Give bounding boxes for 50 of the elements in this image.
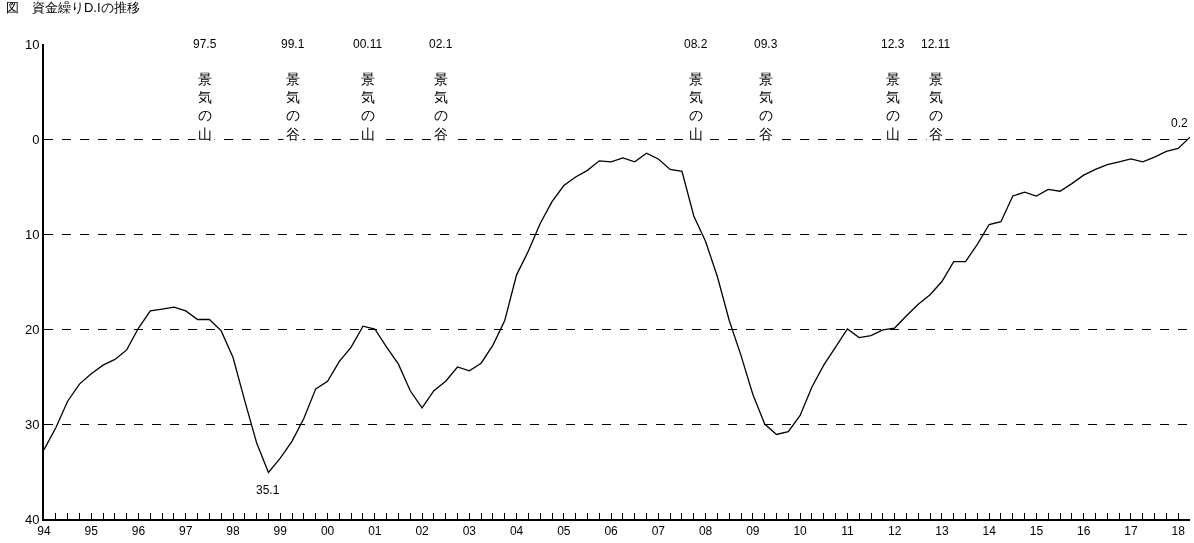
y-tick-label: 30	[24, 416, 40, 432]
annotation: 99.1	[281, 37, 305, 51]
annotation: 景気の谷	[434, 71, 448, 142]
x-tick-label: 03	[462, 524, 477, 539]
annotation: 35.1	[256, 483, 280, 497]
x-tick-label: 11	[841, 524, 854, 539]
x-tick-label: 13	[935, 524, 949, 539]
x-tick-label: 17	[1124, 524, 1138, 539]
x-tick-label: 14	[982, 524, 997, 539]
x-tick-label: 08	[698, 524, 713, 539]
x-tick-label: 09	[746, 524, 760, 539]
x-tick-label: 05	[557, 524, 571, 539]
y-tick-label: 40	[24, 511, 40, 527]
annotation: 09.3	[754, 37, 778, 51]
x-tick-label: 98	[226, 524, 241, 539]
annotation: 景気の山	[361, 71, 375, 142]
annotation: 景気の谷	[759, 71, 773, 142]
x-tick-label: 96	[131, 524, 146, 539]
annotation: 景気の山	[198, 71, 212, 142]
y-tick-label: 0	[32, 131, 40, 147]
annotation: 景気の山	[886, 71, 900, 142]
y-tick-label: 10	[24, 36, 40, 52]
x-tick-label: 04	[509, 524, 524, 539]
x-tick-label: 01	[368, 524, 382, 539]
annotation: 02.1	[429, 37, 453, 51]
annotation: 景気の谷	[929, 71, 943, 142]
x-tick-label: 94	[37, 524, 51, 539]
annotation: 00.11	[353, 37, 383, 51]
x-tick-label: 97	[179, 524, 193, 539]
annotation: 12.3	[881, 37, 905, 51]
annotation: 08.2	[684, 37, 708, 51]
x-tick-label: 07	[651, 524, 666, 539]
x-tick-label: 99	[273, 524, 288, 539]
y-tick-label: 20	[24, 321, 40, 337]
chart-title: 図 資金繰りD.Iの推移	[5, 0, 140, 15]
x-tick-label: 18	[1171, 524, 1186, 539]
x-tick-label: 15	[1029, 524, 1044, 539]
annotation: 景気の山	[689, 71, 703, 142]
x-tick-label: 06	[604, 524, 619, 539]
x-tick-label: 12	[887, 524, 902, 539]
annotation: 0.2	[1171, 116, 1189, 130]
x-tick-label: 95	[84, 524, 99, 539]
annotation: 97.5	[193, 37, 217, 51]
annotation: 景気の谷	[286, 71, 300, 142]
x-tick-label: 00	[320, 524, 335, 539]
x-tick-label: 16	[1076, 524, 1091, 539]
x-tick-label: 10	[793, 524, 808, 539]
x-tick-label: 02	[415, 524, 430, 539]
annotation: 12.11	[921, 37, 951, 51]
y-tick-label: 10	[24, 226, 40, 242]
